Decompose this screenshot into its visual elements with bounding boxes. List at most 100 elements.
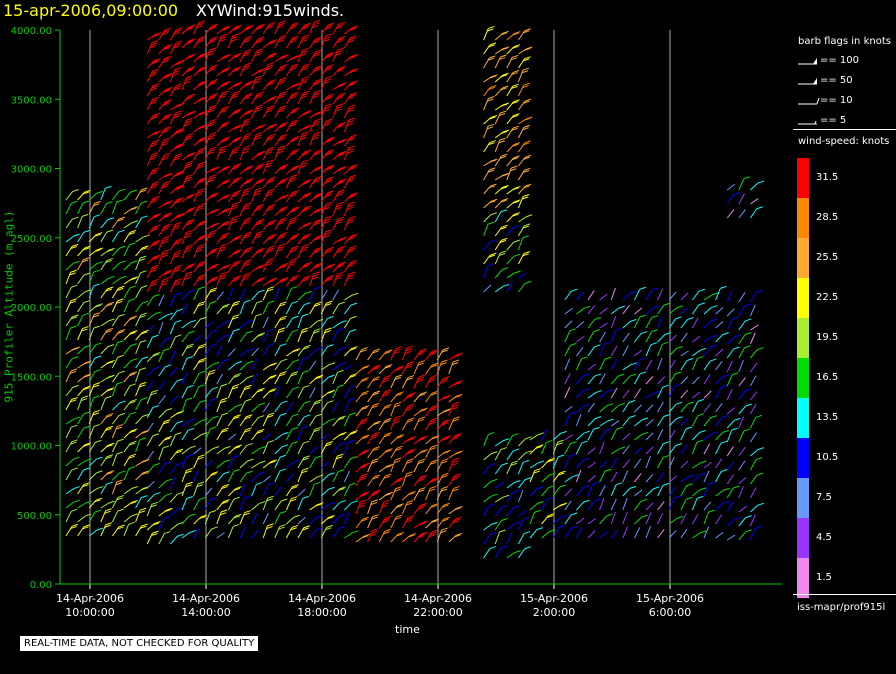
wind-barb	[483, 284, 492, 293]
barb-flag	[419, 458, 426, 462]
wind-barb	[692, 347, 707, 357]
wind-barb	[251, 332, 265, 343]
wind-barb	[65, 368, 78, 383]
wind-barb	[146, 492, 161, 503]
barb-staff	[204, 49, 211, 63]
wind-barb	[77, 395, 89, 411]
barb-flag	[211, 36, 218, 40]
wind-barb	[622, 362, 637, 371]
barb-staff	[297, 470, 303, 483]
barb-staff	[680, 307, 689, 315]
barb-staff	[193, 483, 199, 497]
barb-staff	[274, 415, 281, 427]
barb-flag	[197, 22, 204, 26]
wind-barb	[100, 344, 115, 355]
barb-flag	[710, 415, 717, 419]
wind-barb	[135, 255, 147, 271]
wind-barb	[309, 90, 321, 105]
barb-flag	[303, 207, 310, 211]
barb-staff	[146, 435, 154, 447]
wind-barb	[657, 384, 669, 399]
barb-staff	[181, 303, 189, 315]
barb-staff	[541, 442, 547, 455]
wind-barb	[483, 263, 494, 279]
wind-barb	[715, 429, 729, 441]
wind-barb	[262, 123, 277, 133]
wind-barb	[193, 286, 205, 301]
barb-flag	[73, 486, 80, 490]
barb-flag	[131, 206, 138, 210]
barb-staff	[715, 531, 724, 539]
wind-barb	[634, 498, 648, 511]
barb-staff	[169, 322, 176, 335]
barb-flag	[302, 243, 309, 247]
barb-staff	[401, 502, 408, 515]
barb-flag	[328, 374, 335, 378]
barb-flag	[187, 132, 194, 136]
barb-flag	[131, 220, 138, 224]
barb-flag	[452, 382, 460, 386]
barb-flag	[221, 486, 228, 490]
barb-flag	[153, 112, 160, 116]
barb-flag	[268, 342, 275, 346]
barb-flag	[175, 129, 183, 133]
wind-barb	[680, 418, 689, 427]
wind-barb	[703, 509, 715, 525]
barb-staff	[320, 461, 330, 469]
barb-flag	[325, 201, 333, 205]
barb-flag	[698, 302, 705, 306]
wind-barb	[158, 44, 173, 55]
barb-flag	[210, 25, 217, 29]
barb-flag	[453, 401, 460, 405]
barb-flag	[153, 131, 160, 135]
barb-staff	[158, 518, 165, 531]
wind-barb	[494, 545, 508, 559]
wind-barb	[297, 34, 310, 49]
barb-flag	[108, 500, 115, 504]
wind-barb	[88, 470, 103, 481]
barb-staff	[181, 321, 190, 329]
barb-flag	[396, 366, 403, 370]
wind-barb	[332, 165, 347, 175]
barb-flag	[174, 187, 181, 191]
barb-flag	[128, 298, 136, 302]
barb-flag	[255, 313, 263, 317]
wind-barb	[343, 260, 357, 273]
barb-flag	[326, 264, 334, 268]
barb-flag	[281, 498, 288, 502]
barb-flag	[197, 180, 204, 184]
barb-flag	[582, 484, 590, 488]
barb-staff	[123, 515, 132, 523]
barb-flag	[119, 470, 126, 474]
wind-barb	[518, 214, 533, 223]
wind-barb	[576, 499, 590, 511]
barb-staff	[181, 447, 190, 455]
barb-flag	[316, 262, 323, 266]
wind-barb	[251, 428, 265, 441]
barb-flag	[513, 155, 520, 159]
wind-barb	[587, 530, 596, 539]
wind-barb	[228, 403, 243, 413]
wind-barb	[181, 330, 195, 343]
wind-barb	[576, 388, 590, 399]
barb-flag	[173, 45, 180, 49]
barb-staff	[668, 418, 677, 427]
barb-staff	[123, 345, 132, 355]
barb-staff	[715, 387, 722, 399]
wind-barb	[402, 448, 416, 459]
barb-flag	[150, 116, 158, 120]
barb-staff	[703, 360, 711, 371]
wind-barb	[436, 486, 449, 501]
wind-barb	[692, 530, 707, 539]
wind-barb	[309, 149, 323, 161]
barb-staff	[239, 288, 246, 301]
barb-staff	[680, 332, 688, 343]
barb-flag	[303, 277, 310, 281]
wind-barb	[181, 397, 193, 413]
wind-barb	[622, 345, 629, 357]
barb-flag	[662, 482, 670, 486]
barb-flag	[255, 266, 263, 270]
wind-barb	[587, 363, 596, 371]
barb-flag	[104, 524, 111, 528]
barb-flag	[489, 252, 497, 256]
